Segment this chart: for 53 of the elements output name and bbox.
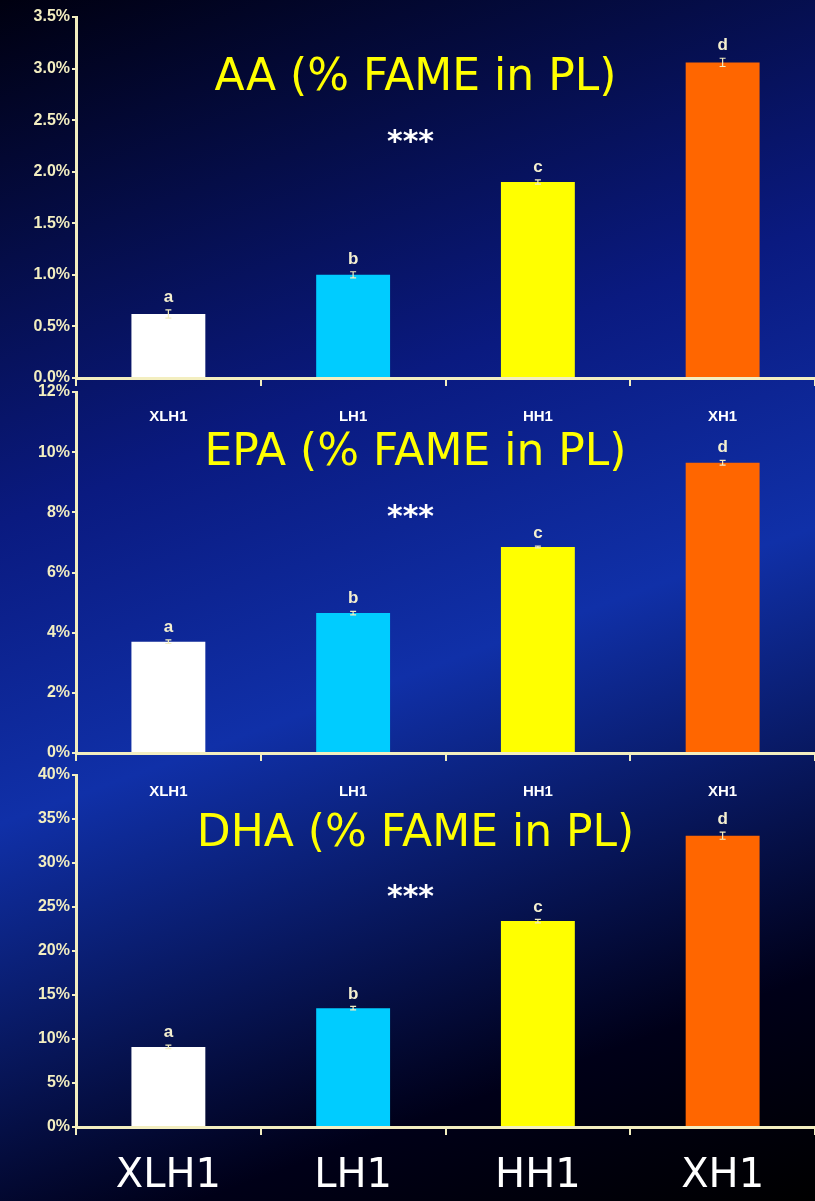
x-tick-label: XLH1: [149, 407, 188, 425]
annotation: c: [533, 896, 543, 916]
y-tick-label: 1.5%: [33, 213, 70, 231]
y-tick-label: 3.5%: [33, 7, 70, 25]
y-tick-label: 40%: [37, 765, 70, 783]
y-tick-label: 6%: [46, 562, 70, 580]
text: AA (% FAME in PL): [214, 48, 617, 100]
x-tick-label: XLH1: [149, 782, 188, 800]
annotation: d: [717, 35, 728, 55]
x-tick-label: XH1: [681, 1150, 765, 1197]
y-tick-label: 10%: [37, 1029, 70, 1047]
y-tick-label: 8%: [46, 502, 70, 520]
y-tick-label: 4%: [46, 623, 70, 641]
x-tick-label: LH1: [338, 407, 368, 425]
y-tick-label: 2.0%: [33, 162, 70, 180]
y-tick-label: 0%: [46, 743, 70, 761]
x-tick-label: HH1: [522, 782, 553, 800]
text: DHA (% FAME in PL): [196, 805, 635, 857]
annotation: ***: [386, 878, 435, 913]
annotation: d: [717, 809, 728, 829]
annotation: d: [717, 437, 728, 457]
annotation: b: [347, 248, 359, 268]
annotation: ***: [386, 123, 435, 159]
y-tick-label: 25%: [37, 897, 70, 915]
annotation: a: [163, 1022, 174, 1042]
annotation: b: [347, 588, 359, 608]
x-tick-label: LH1: [314, 1150, 393, 1197]
x-tick-label: XH1: [708, 407, 738, 425]
y-tick-label: 0.5%: [33, 316, 70, 334]
x-tick-label: LH1: [338, 782, 368, 800]
x-tick-label: XLH1: [115, 1150, 221, 1197]
y-tick-label: 5%: [46, 1073, 70, 1091]
y-tick-label: 2%: [46, 683, 70, 701]
annotation: ***: [386, 498, 435, 534]
y-tick-label: 0%: [46, 1117, 70, 1135]
y-tick-label: 2.5%: [33, 110, 70, 128]
y-tick-label: 1.0%: [33, 265, 70, 283]
y-tick-label: 3.0%: [33, 58, 70, 76]
annotation: c: [533, 157, 543, 177]
x-tick-label: HH1: [522, 407, 553, 425]
x-tick-label: XH1: [708, 782, 738, 800]
annotation: b: [347, 983, 359, 1003]
y-tick-label: 35%: [37, 809, 70, 827]
y-tick-label: 20%: [37, 941, 70, 959]
annotation: a: [163, 287, 174, 307]
text: EPA (% FAME in PL): [204, 423, 627, 475]
x-tick-label: HH1: [495, 1150, 581, 1197]
y-tick-label: 15%: [37, 985, 70, 1003]
y-tick-label: 12%: [37, 382, 70, 400]
annotation: a: [163, 617, 174, 637]
annotation: c: [533, 523, 543, 543]
y-tick-label: 30%: [37, 853, 70, 871]
y-tick-label: 10%: [37, 442, 70, 460]
